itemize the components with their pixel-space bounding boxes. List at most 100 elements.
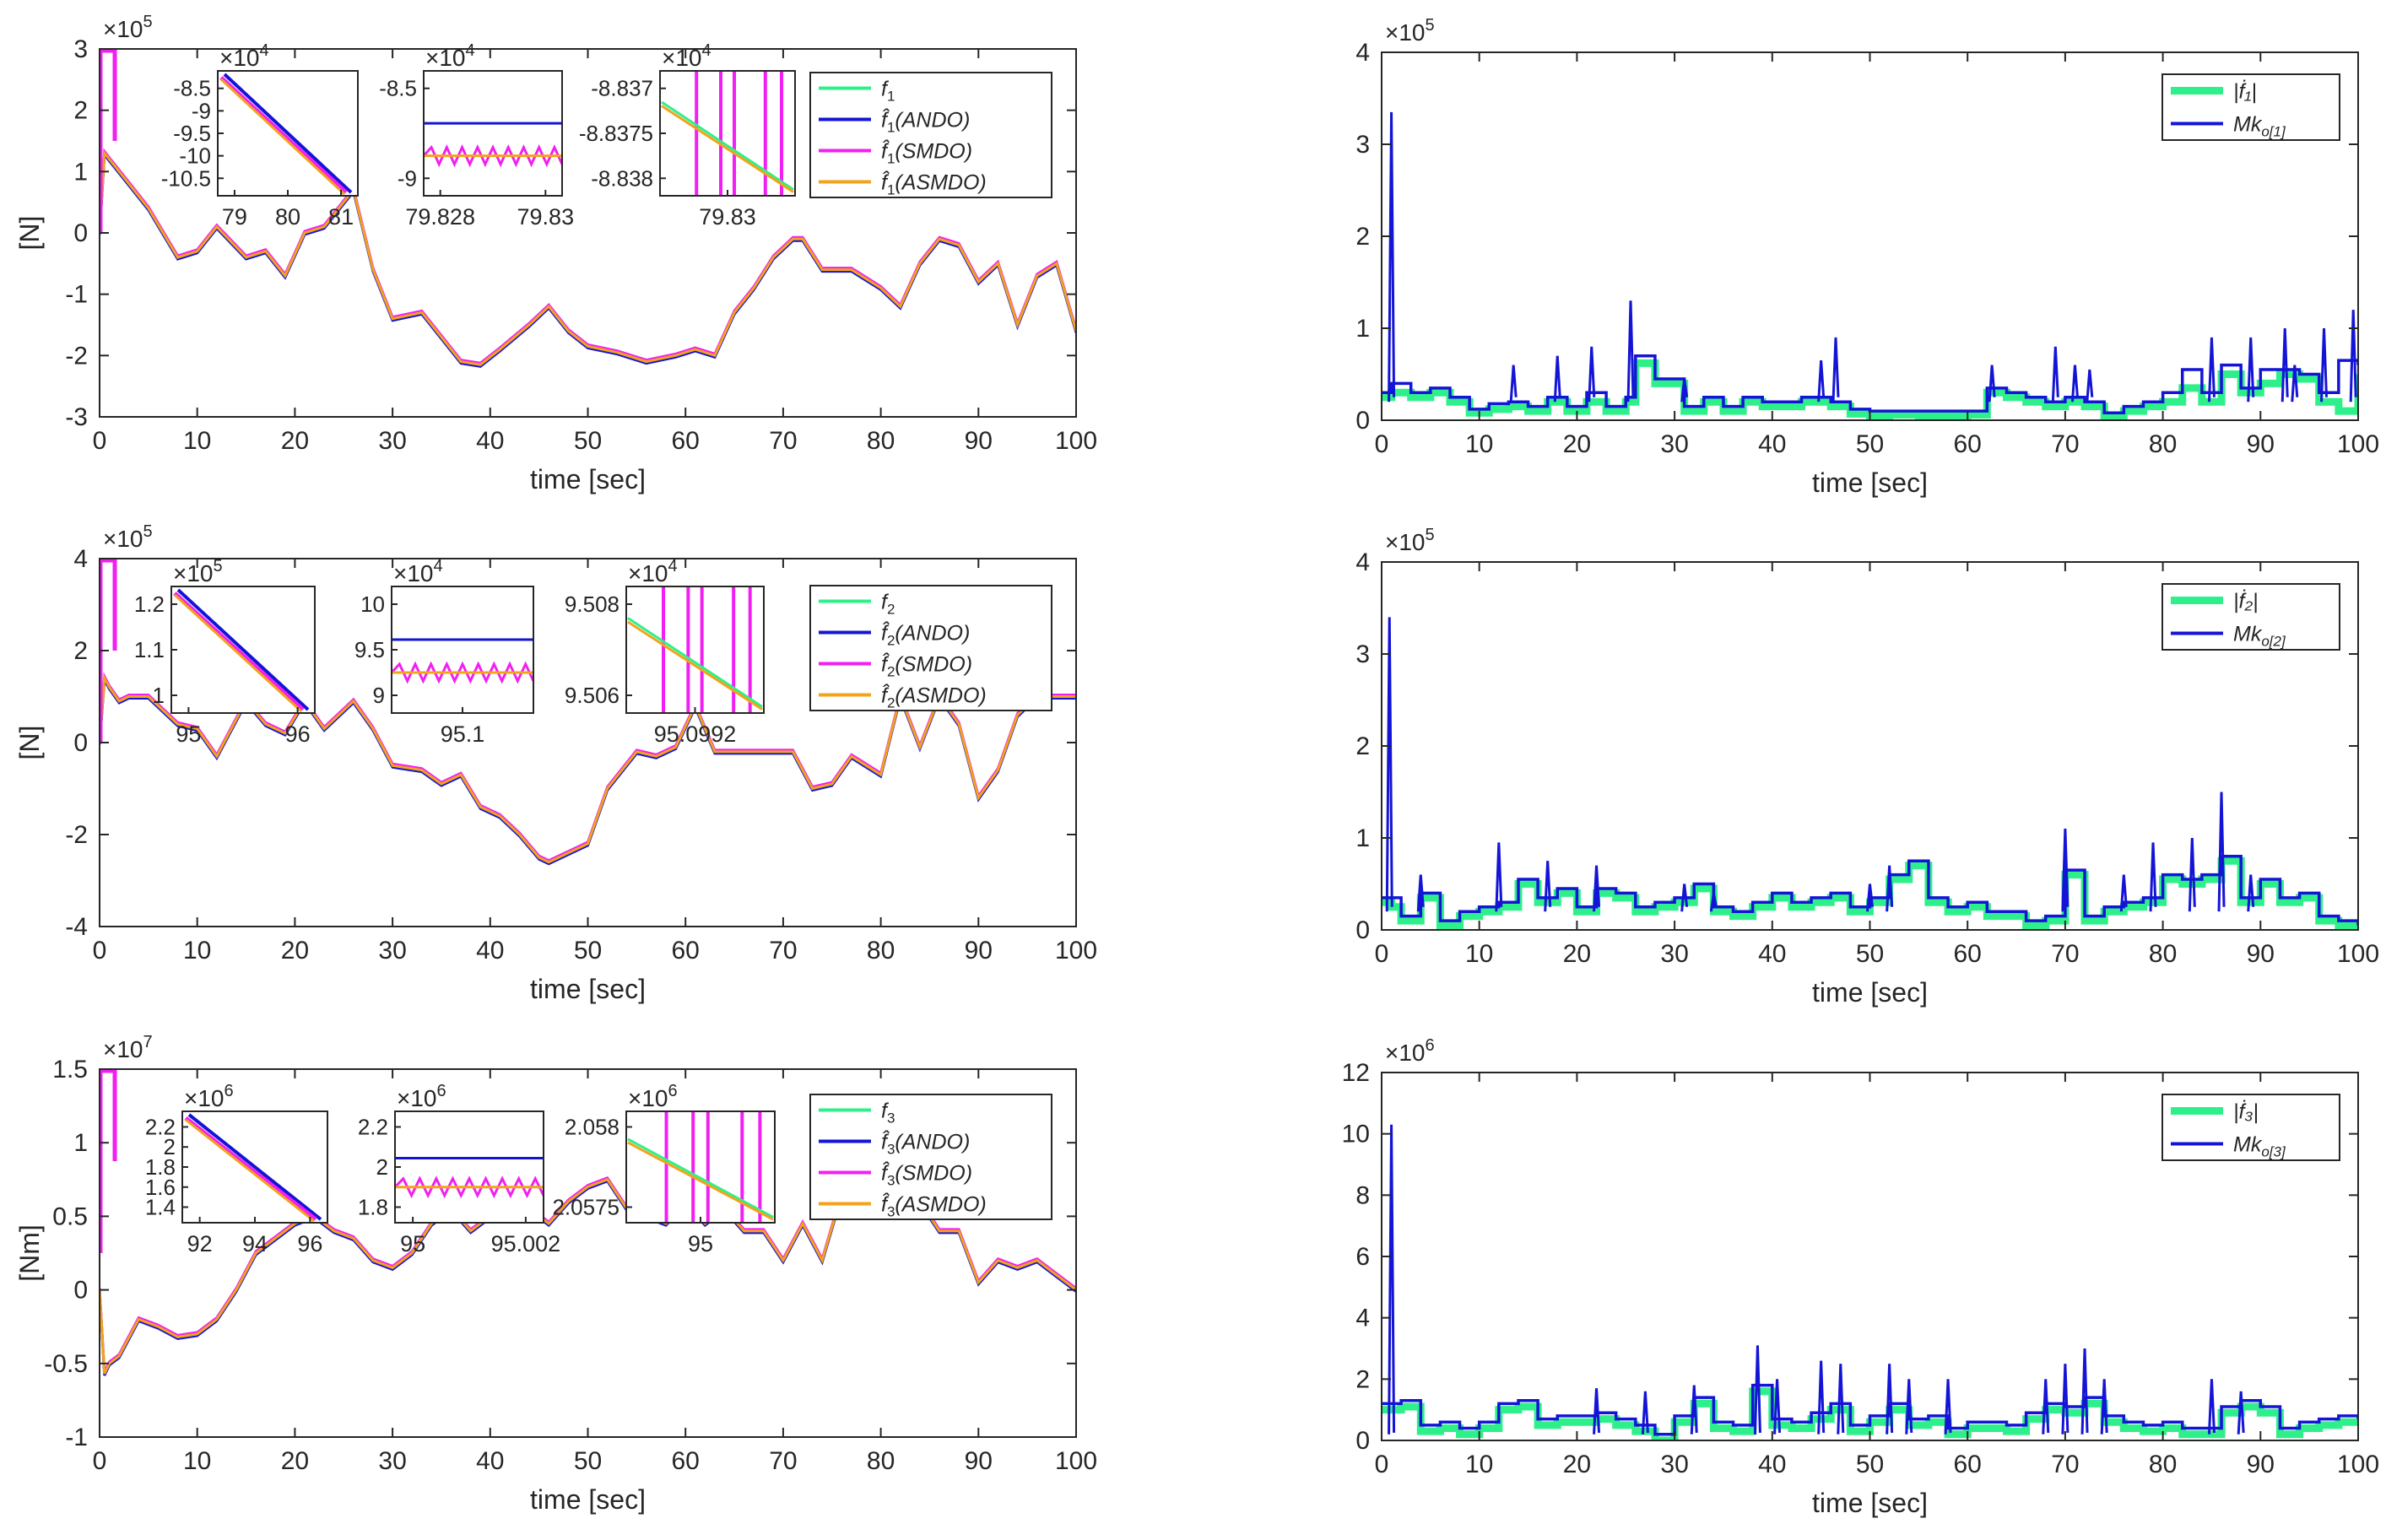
y-axis-label: [Nm] xyxy=(14,1224,45,1282)
y-tick-label: 1.5 xyxy=(52,1056,88,1083)
inset-1: 95 96 1.2 1.1 1 ×105 xyxy=(134,557,316,747)
inset-ando xyxy=(223,73,353,194)
mko-spike xyxy=(2119,874,2128,912)
y-tick-label: -2 xyxy=(65,821,88,849)
inset-frame xyxy=(423,70,563,197)
inset-y-tick-label: 1.8 xyxy=(358,1195,388,1220)
mko-spike xyxy=(1588,346,1596,403)
y-tick-label: 3 xyxy=(1355,131,1370,159)
inset-exponent: ×106 xyxy=(184,1082,234,1111)
y-tick-label: 2 xyxy=(73,97,88,125)
y-tick-label: 4 xyxy=(73,545,88,573)
x-tick-label: 20 xyxy=(281,937,309,965)
inset-box xyxy=(423,70,563,197)
inset-x-tick-label: 95.002 xyxy=(491,1231,561,1256)
inset-asmdo xyxy=(661,105,794,193)
legend-box xyxy=(2161,583,2340,651)
inset-exponent: ×104 xyxy=(425,41,475,71)
x-tick-label: 90 xyxy=(965,937,993,965)
series-group xyxy=(100,49,1076,368)
legend: f1f̂1(ANDO) f̂1(SMDO) f̂1(ASMDO) xyxy=(809,72,1052,198)
inset-2: 79.828 79.83 -8.5 -9 ×104 xyxy=(379,41,574,230)
x-tick-label: 30 xyxy=(1660,1451,1688,1478)
x-tick-label: 60 xyxy=(672,427,700,455)
x-tick-label: 50 xyxy=(1856,1451,1884,1478)
x-tick-label: 0 xyxy=(1375,430,1389,458)
legend-label: f̂2(ANDO) xyxy=(881,620,970,648)
inset-y-tick-label: -10 xyxy=(179,143,211,169)
mko-spike xyxy=(2061,1364,2069,1435)
inset-y-tick-label: 2.2 xyxy=(145,1114,176,1139)
x-tick-label: 10 xyxy=(1465,940,1493,968)
x-tick-label: 20 xyxy=(281,427,309,455)
y-tick-label: 1 xyxy=(73,1129,88,1157)
y-exponent: ×105 xyxy=(1385,16,1435,46)
legend-entry-ando: f̂3(ANDO) xyxy=(819,1129,970,1158)
x-tick-label: 40 xyxy=(476,427,504,455)
x-tick-label: 0 xyxy=(93,937,107,965)
inset-smdo xyxy=(393,1175,545,1199)
mko-spike xyxy=(2320,327,2328,403)
inset-x-tick-label: 96 xyxy=(285,721,311,747)
inset-asmdo xyxy=(185,1118,315,1223)
inset-exponent: ×104 xyxy=(393,557,443,586)
inset-x-tick-label: 95.0992 xyxy=(654,721,737,747)
mko-spike xyxy=(2042,1379,2050,1435)
legend-entry-ando: f̂2(ANDO) xyxy=(819,620,970,649)
x-tick-label: 40 xyxy=(1758,940,1786,968)
mko-spike xyxy=(2207,337,2216,403)
legend-entry-bound: Mko[1] xyxy=(2171,113,2286,140)
x-tick-label: 20 xyxy=(281,1447,309,1475)
mko-spike xyxy=(1680,883,1689,912)
mko-spike xyxy=(1866,883,1874,912)
inset-x-tick-label: 79.83 xyxy=(699,204,756,230)
y-tick-label: 0.5 xyxy=(52,1202,88,1230)
mko-spike xyxy=(1690,1385,1698,1435)
mko-spike xyxy=(2086,369,2094,403)
inset-y-tick-label: -9 xyxy=(398,165,417,191)
inset-y-tick-label: -9.5 xyxy=(173,121,211,146)
series-mko xyxy=(1382,354,2358,415)
x-tick-label: 10 xyxy=(183,937,211,965)
y-tick-label: 2 xyxy=(1355,1365,1370,1393)
legend-label: f̂1(ANDO) xyxy=(881,107,970,135)
inset-y-tick-label: -8.5 xyxy=(173,76,211,101)
inset-ando xyxy=(187,1113,322,1221)
x-tick-label: 50 xyxy=(1856,430,1884,458)
inset-1: 92 94 96 2.221.81.61.4 ×106 xyxy=(145,1082,328,1256)
mko-spike xyxy=(1544,861,1552,912)
legend-label: f̂1(ASMDO) xyxy=(881,170,987,197)
mko-spike xyxy=(1495,842,1503,912)
inset-smdo xyxy=(173,592,305,711)
inset-y-tick-label: 2 xyxy=(376,1154,388,1180)
y-tick-label: 1 xyxy=(1355,315,1370,343)
mko-spike xyxy=(1509,365,1518,403)
x-tick-label: 90 xyxy=(965,427,993,455)
mko-spike xyxy=(1388,1124,1396,1435)
x-tick-label: 10 xyxy=(1465,1451,1493,1478)
x-tick-label: 70 xyxy=(769,427,797,455)
inset-asmdo xyxy=(627,1141,774,1221)
mko-spike xyxy=(1944,1379,1952,1435)
mko-spike xyxy=(2349,310,2357,403)
mko-spike xyxy=(1385,617,1393,912)
mko-spike xyxy=(1626,300,1635,403)
y-tick-label: 10 xyxy=(1342,1121,1370,1148)
mko-spike xyxy=(2080,1348,2089,1435)
y-exponent: ×105 xyxy=(103,13,153,42)
x-tick-label: 60 xyxy=(1954,1451,1982,1478)
mko-spike xyxy=(1680,378,1689,403)
x-tick-label: 60 xyxy=(672,1447,700,1475)
mko-spike xyxy=(1988,365,1996,403)
x-tick-label: 80 xyxy=(867,1447,895,1475)
mko-spike xyxy=(1416,874,1425,912)
inset-ando xyxy=(176,588,310,711)
inset-y-tick-label: 10 xyxy=(360,592,385,617)
inset-y-tick-label: 1.4 xyxy=(145,1195,176,1220)
x-tick-label: 80 xyxy=(2149,430,2177,458)
legend-entry-true: |ḟ₁| xyxy=(2171,79,2257,104)
y-axis-label: [N] xyxy=(14,726,45,760)
inset-y-tick-label: 1.2 xyxy=(134,592,165,617)
x-tick-label: 10 xyxy=(183,1447,211,1475)
